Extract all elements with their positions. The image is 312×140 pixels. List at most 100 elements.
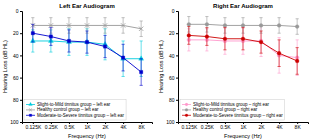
x-tick: 8K bbox=[139, 122, 146, 130]
tick-label: 2K bbox=[102, 124, 109, 130]
marks bbox=[187, 17, 299, 76]
legend-label: Slight-to-Mild tinnitus group – left ear bbox=[37, 102, 111, 107]
legend-item: Moderate-to-Severe tinnitus group – righ… bbox=[182, 113, 283, 118]
error-bar bbox=[103, 35, 106, 57]
error-bar-cap bbox=[259, 56, 262, 57]
series bbox=[30, 29, 143, 77]
x-tick: 0.5K bbox=[64, 122, 75, 130]
error-bar-cap bbox=[103, 57, 106, 58]
y-tick: 40 bbox=[13, 53, 22, 59]
legend-frame bbox=[24, 100, 126, 120]
error-bar-cap bbox=[241, 49, 244, 50]
y-tick: 80 bbox=[169, 97, 178, 103]
error-bar-cap bbox=[140, 85, 143, 86]
error-bar-cap bbox=[223, 27, 226, 28]
error-bar-cap bbox=[85, 55, 88, 56]
error-bar bbox=[278, 40, 281, 67]
point bbox=[140, 70, 143, 73]
marks bbox=[30, 18, 143, 86]
y-tick: 60 bbox=[13, 75, 22, 81]
error-bar-cap bbox=[140, 58, 143, 59]
tick-mark bbox=[20, 78, 22, 79]
tick-label: 0.25K bbox=[45, 124, 59, 130]
tick-label: 0.125K bbox=[25, 124, 42, 130]
error-bar-cap bbox=[241, 27, 244, 28]
error-bar bbox=[140, 59, 143, 86]
legend-label: Moderate-to-Severe tinnitus group – righ… bbox=[193, 113, 283, 118]
chart-title: Left Ear Audiogram bbox=[59, 3, 114, 9]
error-bar-cap bbox=[296, 39, 299, 40]
point bbox=[67, 39, 70, 42]
point bbox=[121, 56, 124, 59]
error-bar-cap bbox=[223, 49, 226, 50]
legend-swatch bbox=[26, 115, 35, 116]
x-tick: 0.5K bbox=[220, 122, 231, 130]
point bbox=[121, 23, 125, 27]
legend-item: Slight-to-Mild tinnitus group – right ea… bbox=[182, 102, 270, 107]
error-bar-cap bbox=[140, 20, 143, 21]
tick-mark bbox=[176, 100, 178, 101]
point bbox=[67, 23, 71, 27]
series bbox=[187, 27, 299, 75]
error-bar-cap bbox=[259, 53, 262, 54]
legend-marker bbox=[29, 108, 32, 111]
x-tick: 0.25K bbox=[201, 122, 215, 130]
tick-label: 4K bbox=[121, 124, 128, 130]
error-bar-cap bbox=[103, 33, 106, 34]
x-tick: 2K bbox=[258, 122, 265, 130]
error-bar-cap bbox=[187, 26, 190, 27]
point bbox=[103, 45, 106, 48]
x-tick: 8K bbox=[295, 122, 302, 130]
error-bar-cap bbox=[187, 50, 190, 51]
legend-item: Healthy control group – left ear bbox=[26, 107, 99, 112]
error-bar-cap bbox=[296, 75, 299, 76]
error-bar-cap bbox=[205, 16, 208, 17]
tick-mark bbox=[20, 11, 22, 12]
point bbox=[187, 34, 191, 38]
panel: 0.125K0.25K0.5K1K2K4K8K020406080100Sligh… bbox=[2, 3, 153, 140]
panel: 0.125K0.25K0.5K1K2K4K8K020406080100Sligh… bbox=[158, 3, 309, 140]
error-bar-cap bbox=[296, 18, 299, 19]
tick-label: 40 bbox=[13, 53, 19, 59]
point bbox=[85, 23, 89, 27]
error-bar bbox=[296, 19, 299, 35]
tick-mark bbox=[20, 100, 22, 101]
x-tick: 0.25K bbox=[45, 122, 59, 130]
x-tick: 1K bbox=[240, 122, 247, 130]
error-bar-cap bbox=[296, 34, 299, 35]
point bbox=[295, 59, 299, 63]
tick-label: 2K bbox=[258, 124, 265, 130]
tick-label: 4K bbox=[277, 124, 284, 130]
point bbox=[223, 37, 227, 41]
error-bar-cap bbox=[122, 70, 125, 71]
error-bar-cap bbox=[49, 45, 52, 46]
tick-mark bbox=[176, 55, 178, 56]
error-bar-cap bbox=[49, 52, 52, 53]
x-tick: 2K bbox=[102, 122, 109, 130]
x-tick: 4K bbox=[277, 122, 284, 130]
legend-item: Moderate-to-Severe tinnitus group – left… bbox=[26, 113, 125, 118]
point bbox=[139, 27, 143, 31]
error-bar-cap bbox=[85, 53, 88, 54]
error-bar bbox=[241, 28, 244, 55]
point bbox=[241, 24, 245, 28]
legend-label: Healthy control group – right ear bbox=[193, 107, 258, 112]
tick-label: 8K bbox=[139, 124, 146, 130]
error-bar-cap bbox=[67, 17, 70, 18]
legend-item: Slight-to-Mild tinnitus group – left ear bbox=[26, 102, 111, 107]
tick-label: 20 bbox=[169, 30, 175, 36]
error-bar bbox=[140, 41, 143, 77]
y-tick: 80 bbox=[13, 97, 22, 103]
error-bar bbox=[223, 28, 226, 55]
error-bar-cap bbox=[31, 52, 34, 53]
y-tick: 60 bbox=[169, 75, 178, 81]
legend-label: Healthy control group – left ear bbox=[37, 107, 99, 112]
plot: 0.125K0.25K0.5K1K2K4K8K020406080100Sligh… bbox=[166, 8, 308, 130]
point bbox=[205, 22, 209, 26]
y-tick: 0 bbox=[172, 8, 178, 14]
y-tick: 20 bbox=[13, 30, 22, 36]
error-bar-cap bbox=[31, 42, 34, 43]
error-bar bbox=[122, 41, 125, 77]
tick-label: 0.5K bbox=[64, 124, 75, 130]
series-line bbox=[33, 33, 141, 72]
